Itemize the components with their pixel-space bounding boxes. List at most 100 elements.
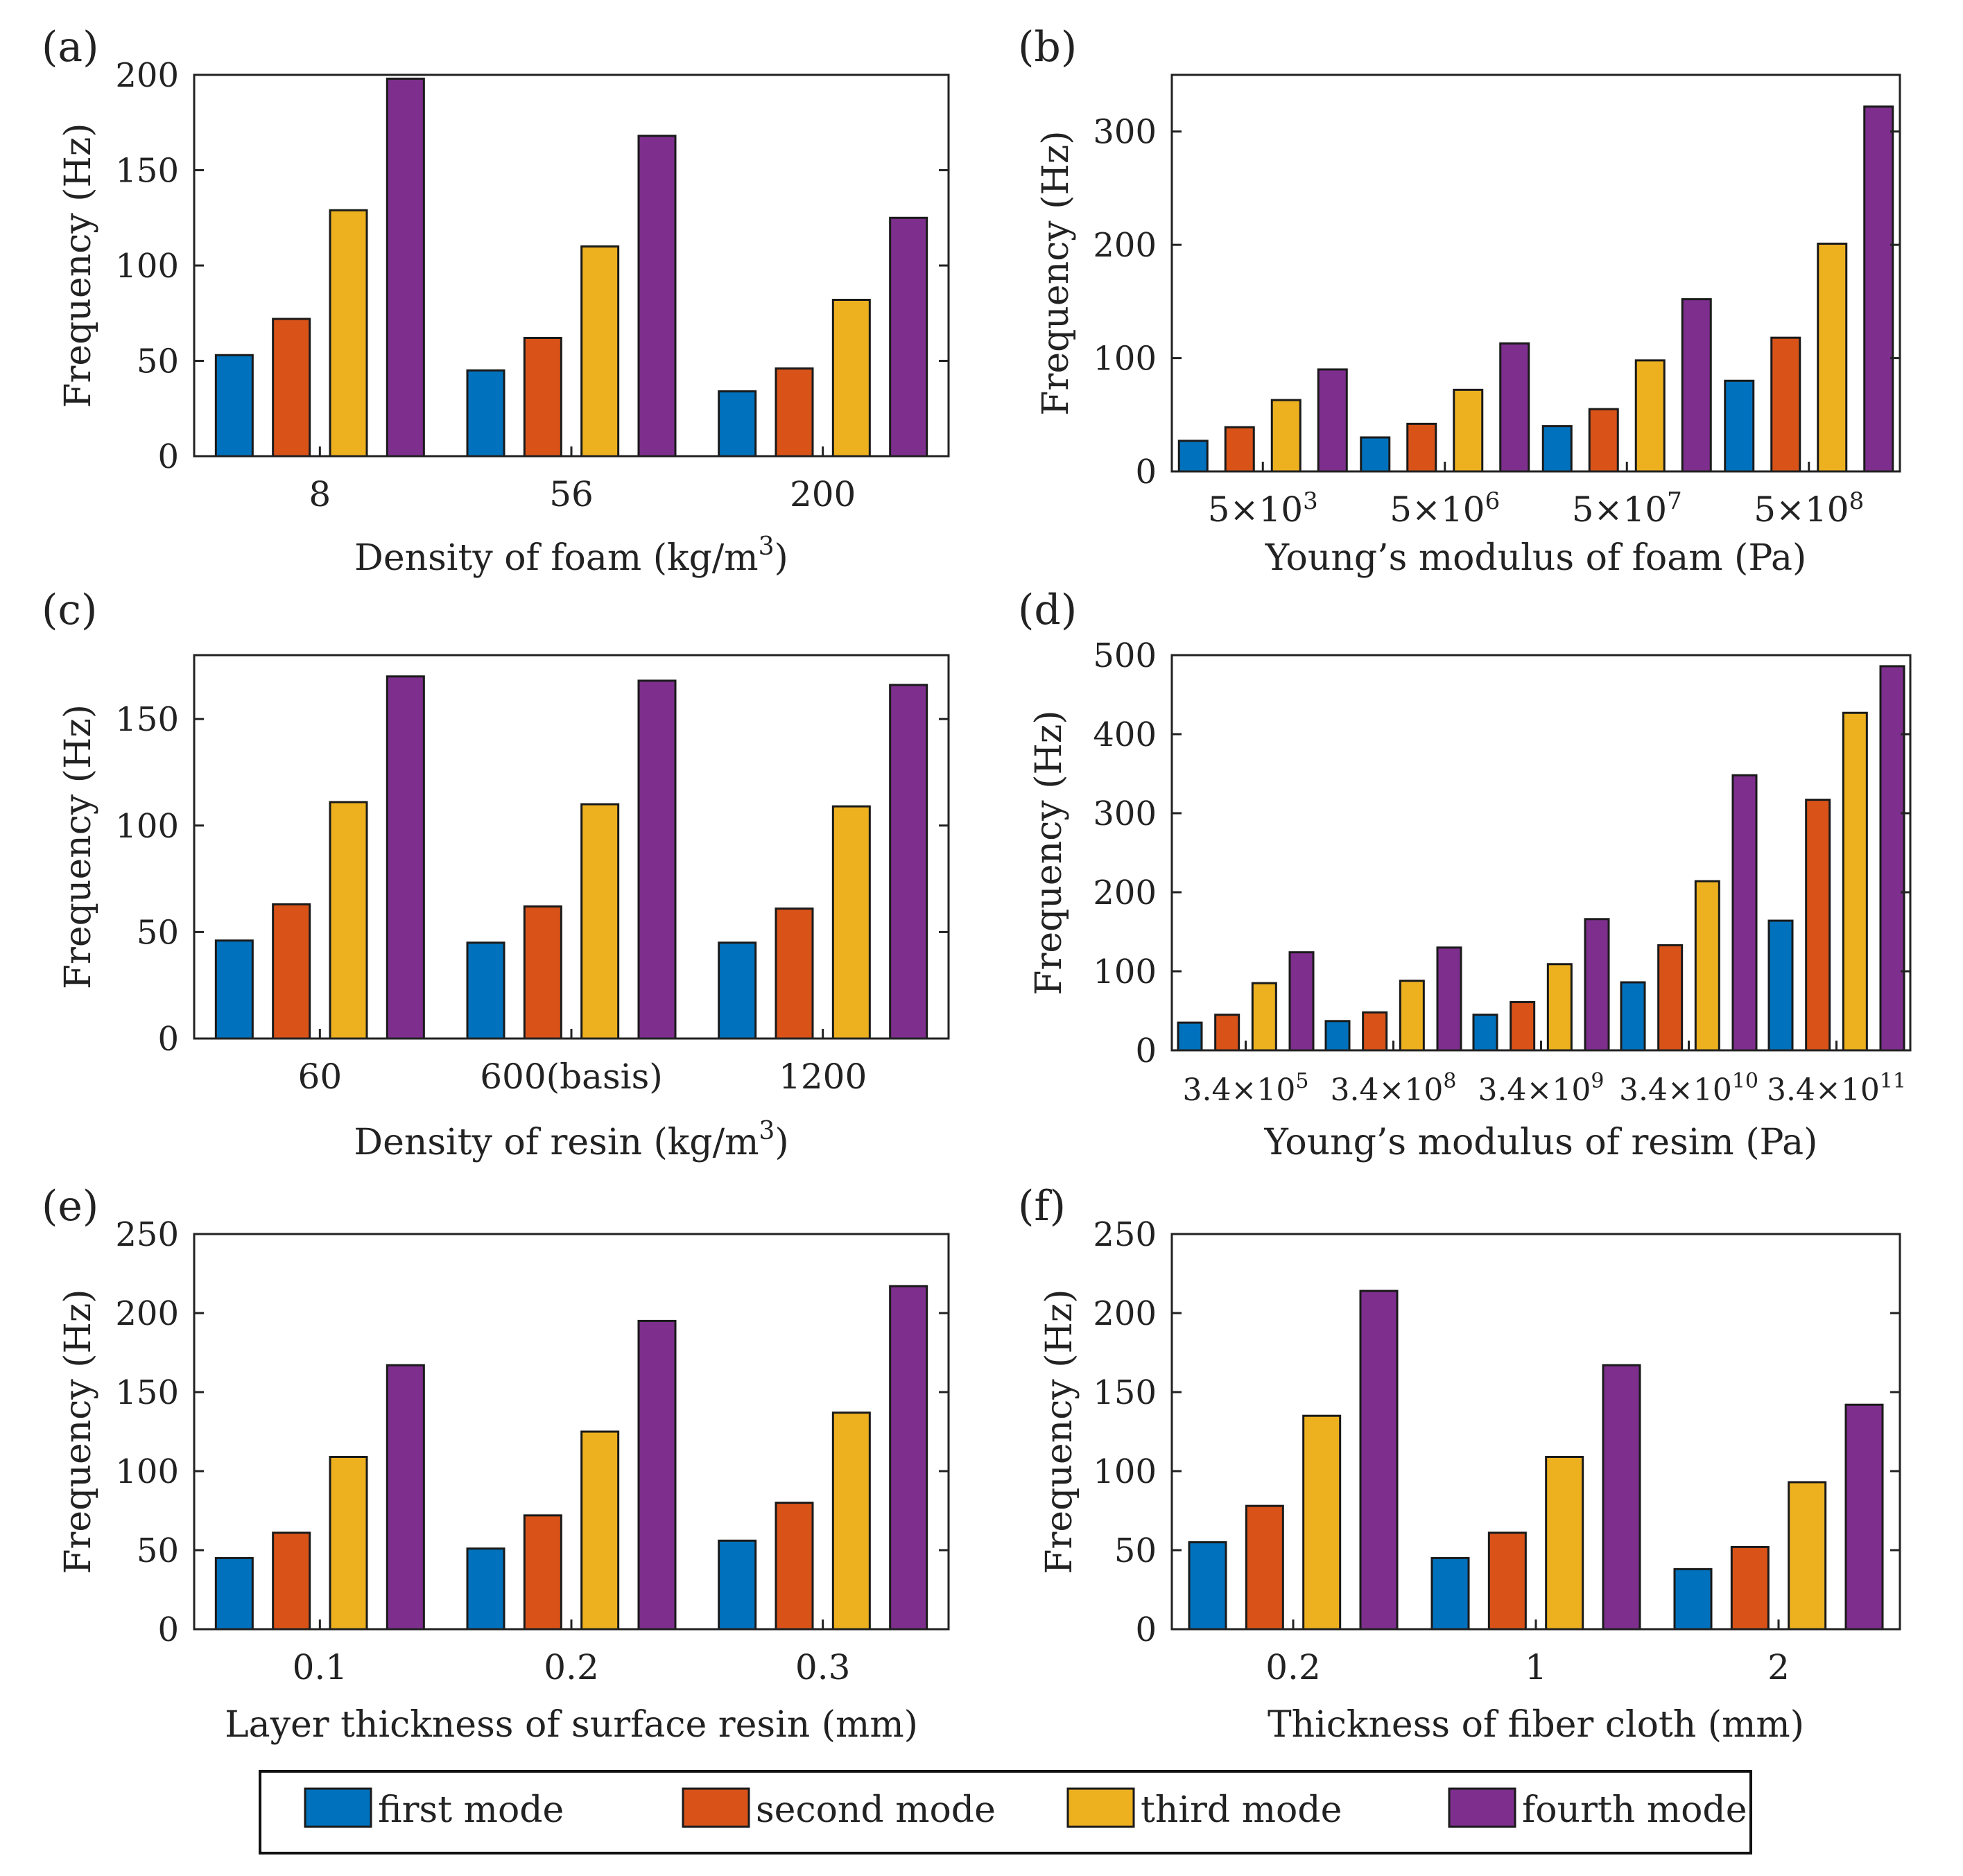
y-tick-label: 250 [115, 1215, 179, 1254]
x-axis-label: Layer thickness of surface resin (mm) [225, 1704, 918, 1746]
panel-label: (b) [1018, 23, 1077, 71]
x-tick-label: 0.2 [1265, 1647, 1321, 1687]
bar-second-mode-2 [523, 337, 562, 458]
bar-first-mode-2 [466, 1547, 505, 1631]
plot-frame [1170, 73, 1901, 473]
bar-third-mode-2 [580, 1430, 620, 1631]
legend-label-first-mode: first mode [378, 1789, 564, 1831]
y-tick-label: 50 [137, 913, 179, 952]
x-tick-label: 60 [298, 1057, 343, 1097]
y-tick-label: 200 [1093, 1294, 1157, 1333]
chart-panel-e: 0 50 100 150 200 250 0.1 0.2 0.3 Layer thickness … [42, 1182, 950, 1746]
bar-first-mode-2 [466, 369, 505, 458]
chart-panel-c: 0 50 100 150 60 600(basis) 1200 Density of resi… [42, 586, 950, 1163]
bar-first-mode-5 [1767, 919, 1794, 1052]
y-tick-label: 400 [1093, 715, 1157, 754]
bar-second-mode-2 [1487, 1531, 1527, 1631]
bar-first-mode-2 [1360, 436, 1391, 473]
panel-label: (f) [1018, 1182, 1066, 1231]
bar-fourth-mode-3 [889, 684, 928, 1040]
y-tick-label: 300 [1093, 113, 1157, 152]
x-axis: 0.1 0.2 0.3 [293, 1619, 850, 1687]
bar-second-mode-4 [1770, 336, 1801, 473]
x-tick-label: 3.4×105 [1183, 1069, 1309, 1108]
y-tick-label: 150 [115, 1373, 179, 1412]
x-axis-label: Density of resin (kg/m3) [354, 1117, 788, 1163]
y-axis-label: Frequency (Hz) [1035, 130, 1077, 415]
bar-second-mode-1 [272, 903, 311, 1040]
bar-third-mode-3 [1634, 359, 1666, 473]
bars [214, 78, 928, 458]
bar-second-mode-2 [1406, 422, 1437, 473]
y-axis: 0 50 100 150 200 [115, 56, 949, 476]
y-tick-label: 50 [137, 342, 179, 381]
chart-panel-b: 0 100 200 300 5×103 5×106 5×107 5×108 Young’s mo… [1018, 23, 1901, 579]
panel-label: (c) [42, 586, 97, 634]
bar-third-mode-4 [1817, 243, 1848, 473]
bar-second-mode-1 [1214, 1014, 1240, 1052]
x-tick-label: 8 [309, 474, 331, 514]
bar-third-mode-2 [580, 245, 620, 458]
bar-third-mode-3 [831, 1412, 871, 1631]
x-tick-label: 0.2 [544, 1647, 599, 1687]
bar-fourth-mode-2 [637, 679, 677, 1040]
bar-second-mode-2 [1362, 1011, 1388, 1052]
bar-second-mode-3 [775, 907, 814, 1040]
bar-third-mode-2 [580, 803, 620, 1040]
legend: first mode second mode third mode fourth mo… [259, 1770, 1752, 1855]
bar-third-mode-1 [1302, 1414, 1342, 1631]
x-tick-label: 3.4×108 [1331, 1069, 1457, 1108]
y-tick-label: 200 [1093, 874, 1157, 912]
chart-panel-f: 0 50 100 150 200 250 0.2 1 2 Thickness of fiber c… [1018, 1182, 1901, 1746]
x-tick-label: 1 [1525, 1647, 1547, 1687]
bar-fourth-mode-3 [1844, 1403, 1884, 1631]
x-axis-label: Density of foam (kg/m3) [354, 532, 788, 579]
x-tick-label: 3.4×1010 [1619, 1069, 1758, 1108]
y-axis-label: Frequency (Hz) [58, 704, 99, 989]
x-tick-label: 3.4×109 [1478, 1069, 1605, 1108]
plot-frame [1170, 654, 1912, 1052]
y-tick-label: 0 [1135, 1610, 1157, 1649]
bar-first-mode-1 [1177, 1021, 1203, 1052]
bar-third-mode-2 [1453, 388, 1484, 473]
bar-third-mode-1 [1251, 982, 1277, 1052]
bar-first-mode-1 [1188, 1541, 1227, 1631]
x-axis: 5×103 5×106 5×107 5×108 [1208, 462, 1864, 530]
bar-third-mode-3 [1788, 1481, 1827, 1631]
y-tick-label: 150 [115, 152, 179, 191]
bar-first-mode-1 [214, 939, 254, 1040]
y-tick-label: 0 [157, 1610, 179, 1649]
y-tick-label: 150 [1093, 1373, 1157, 1412]
bars [214, 1285, 928, 1631]
bar-third-mode-2 [1399, 980, 1425, 1052]
y-axis-label: Frequency (Hz) [1028, 710, 1070, 995]
bar-first-mode-2 [1430, 1556, 1470, 1631]
y-axis: 0 50 100 150 200 250 [115, 1215, 949, 1649]
bar-second-mode-3 [1510, 1000, 1536, 1052]
y-axis: 0 50 100 150 200 250 [1093, 1215, 1900, 1649]
bar-first-mode-1 [1177, 440, 1209, 473]
y-axis: 0 100 200 300 400 500 [1093, 636, 1910, 1070]
x-tick-label: 2 [1767, 1647, 1790, 1687]
bar-second-mode-3 [1588, 408, 1619, 473]
bar-first-mode-3 [1472, 1014, 1498, 1052]
bar-fourth-mode-1 [1288, 951, 1315, 1052]
bar-third-mode-3 [1546, 963, 1573, 1052]
y-tick-label: 100 [1093, 1452, 1157, 1491]
x-axis: 8 56 200 [309, 446, 856, 514]
y-tick-label: 100 [115, 247, 179, 286]
bar-fourth-mode-3 [1681, 298, 1712, 473]
bar-third-mode-1 [329, 209, 368, 458]
y-axis-label: Frequency (Hz) [58, 123, 99, 408]
bar-first-mode-4 [1724, 379, 1755, 473]
y-tick-label: 0 [157, 1020, 179, 1059]
bar-second-mode-3 [775, 367, 814, 458]
x-tick-label: 3.4×1011 [1767, 1069, 1906, 1108]
x-tick-label: 1200 [779, 1057, 867, 1097]
bar-second-mode-1 [272, 318, 311, 458]
y-tick-label: 50 [137, 1531, 179, 1570]
bars [214, 675, 928, 1040]
x-axis: 60 600(basis) 1200 [298, 1029, 867, 1097]
bar-fourth-mode-4 [1731, 774, 1758, 1052]
